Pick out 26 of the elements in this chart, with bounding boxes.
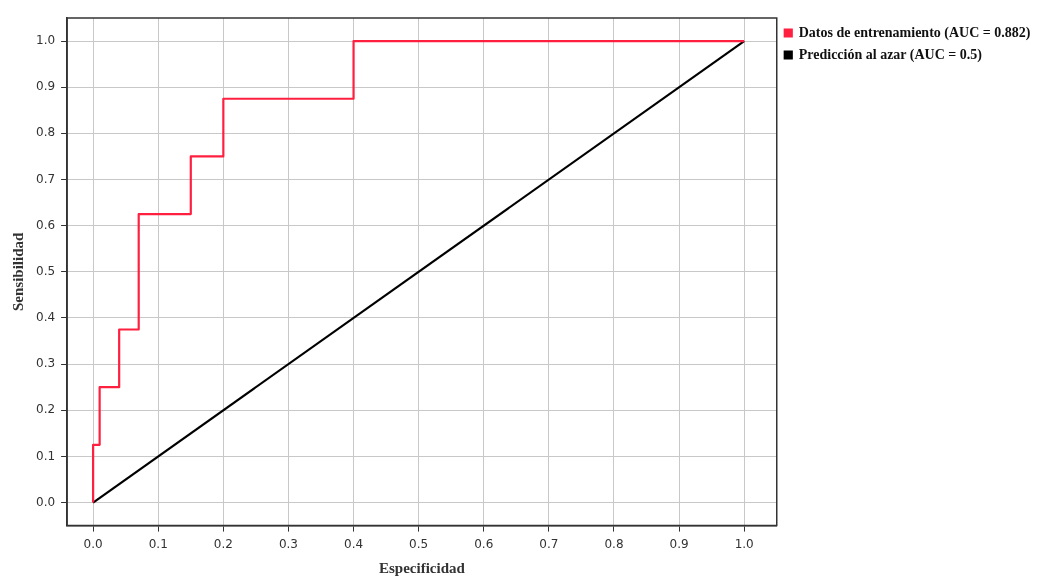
x-tick-label: 0.8 — [604, 536, 624, 551]
x-tick-label: 0.7 — [539, 536, 559, 551]
y-tick-label: 0.1 — [35, 448, 56, 463]
x-tick-label: 0.9 — [669, 536, 689, 551]
y-tick-label: 0.6 — [35, 217, 56, 232]
y-tick-label: 0.2 — [35, 402, 56, 417]
y-tick-label: 0.4 — [35, 310, 56, 325]
x-tick-label: 0.4 — [344, 536, 364, 551]
y-tick-label: 0.8 — [35, 125, 56, 140]
y-tick-label: 0.0 — [35, 494, 56, 509]
x-tick-label: 0.2 — [213, 536, 233, 551]
y-axis-title: Sensibilidad — [9, 231, 26, 311]
y-tick-label: 0.9 — [35, 79, 56, 94]
legend-label: Predicción al azar (AUC = 0.5) — [798, 46, 983, 63]
x-tick-label: 0.6 — [474, 536, 494, 551]
x-tick-label: 1.0 — [734, 536, 754, 551]
x-tick-label: 0.1 — [148, 536, 168, 551]
x-tick-label: 0.3 — [278, 536, 298, 551]
y-tick-label: 1.0 — [35, 33, 56, 48]
y-tick-label: 0.3 — [35, 356, 56, 371]
x-tick-label: 0.0 — [83, 536, 103, 551]
x-axis-title: Especificidad — [379, 559, 466, 576]
y-tick-label: 0.7 — [35, 171, 56, 186]
x-tick-label: 0.5 — [409, 536, 429, 551]
y-tick-label: 0.5 — [35, 263, 56, 278]
legend-label: Datos de entrenamiento (AUC = 0.882) — [798, 24, 1031, 41]
